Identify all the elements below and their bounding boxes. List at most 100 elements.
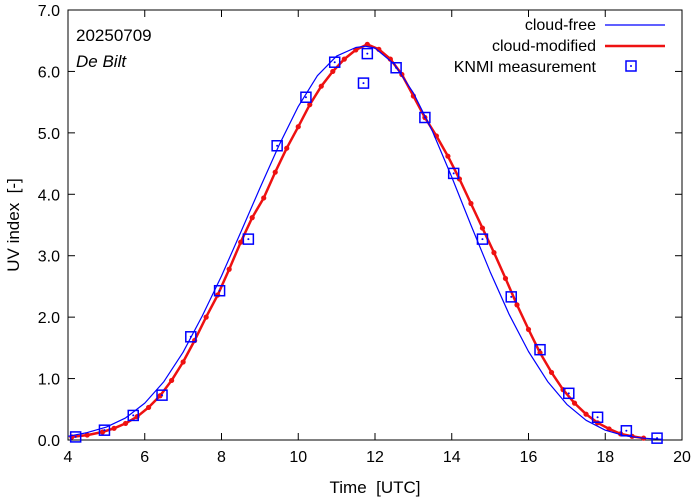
cloud-modified-point (502, 275, 509, 282)
knmi-measurement-marker (563, 387, 575, 400)
knmi-measurement-dot (423, 116, 426, 119)
x-tick-label: 6 (140, 449, 149, 466)
knmi-measurement-marker (476, 233, 489, 245)
knmi-measurement-marker (620, 425, 633, 437)
y-tick-label: 1.0 (38, 372, 60, 389)
knmi-measurement-dot (304, 96, 307, 99)
series-layer (67, 41, 663, 444)
y-tick-labels: 0.0 1.0 2.0 3.0 4.0 5.0 6.0 7.0 (38, 3, 60, 450)
knmi-measurement-dot (103, 429, 106, 432)
cloud-modified-point (238, 239, 244, 245)
cloud-modified-point (169, 377, 175, 384)
legend-marker-knmi-measurement (625, 60, 637, 72)
y-tick-label: 7.0 (38, 3, 60, 20)
cloud-modified-point (295, 124, 301, 130)
knmi-measurement-dot (189, 335, 192, 338)
cloud-modified-point (226, 266, 232, 272)
knmi-measurement-dot (247, 238, 250, 241)
cloud-modified-point (491, 250, 497, 256)
knmi-measurement-dot (276, 144, 279, 147)
knmi-measurement-marker (505, 291, 517, 303)
cloud-modified-point (145, 404, 152, 411)
knmi-measurement-marker (127, 409, 139, 422)
knmi-measurement-marker (361, 47, 374, 60)
legend-marker-dot (630, 65, 632, 67)
knmi-measurement-marker (300, 91, 312, 103)
legend-label-knmi-measurement: KNMI measurement (454, 59, 597, 76)
y-tick-label: 5.0 (38, 126, 60, 143)
knmi-measurement-dot (161, 394, 164, 397)
cloud-modified-point (606, 426, 612, 432)
knmi-measurement-marker (213, 284, 226, 297)
knmi-measurement-marker (390, 61, 402, 74)
y-tick-label: 3.0 (38, 249, 60, 266)
knmi-measurement-dot (333, 61, 336, 64)
knmi-measurement-marker (328, 56, 341, 68)
knmi-measurement-dot (395, 66, 398, 69)
knmi-measurement-dot (567, 392, 570, 395)
cloud-modified-point (249, 215, 255, 221)
knmi-measurement-dot (481, 238, 484, 241)
x-tick-label: 10 (289, 449, 307, 466)
cloud-modified-point (341, 56, 347, 62)
knmi-measurement-dot (362, 82, 365, 85)
knmi-measurement-marker (447, 167, 460, 180)
cloud-modified-point (261, 195, 267, 201)
knmi-measurement-dot (625, 429, 628, 432)
x-tick-label: 14 (443, 449, 461, 466)
date-label: 20250709 (76, 26, 152, 45)
cloud-modified-point (514, 302, 520, 308)
axis-ticks (67, 9, 683, 441)
location-label: De Bilt (76, 52, 127, 71)
cloud-modified-point (445, 153, 451, 159)
knmi-measurement-marker (534, 343, 546, 356)
cloud-modified-point (272, 169, 278, 175)
x-tick-label: 8 (217, 449, 226, 466)
y-tick-label: 2.0 (38, 310, 60, 327)
knmi-measurement-dot (218, 289, 221, 292)
legend-label-cloud-modified: cloud-modified (492, 38, 596, 55)
cloud-modified-point (364, 41, 370, 48)
cloud-modified-point (583, 411, 589, 417)
knmi-measurement-marker (357, 77, 370, 89)
legend-label-cloud-free: cloud-free (525, 17, 596, 34)
knmi-measurement-marker (98, 424, 111, 436)
cloud-modified-point (468, 200, 474, 207)
cloud-modified-point (548, 369, 555, 376)
x-axis-title: Time [UTC] (330, 478, 421, 497)
cloud-modified-point (330, 68, 336, 75)
knmi-measurement-marker (651, 432, 663, 444)
cloud-modified-point (111, 425, 117, 431)
y-tick-label: 0.0 (38, 433, 60, 450)
x-tick-label: 4 (64, 449, 73, 466)
cloud-modified-point (122, 420, 129, 427)
knmi-measurement-dot (132, 414, 135, 417)
knmi-measurement-dot (452, 172, 455, 175)
legend: cloud-free cloud-modified KNMI measureme… (454, 17, 665, 76)
cloud-modified-point (307, 102, 313, 108)
knmi-measurement-marker (156, 389, 168, 401)
y-tick-label: 6.0 (38, 64, 60, 81)
y-tick-label: 4.0 (38, 187, 60, 204)
cloud-modified-point (180, 359, 186, 365)
x-tick-labels: 4 6 8 10 12 14 16 18 20 (64, 449, 691, 466)
x-tick-label: 12 (366, 449, 384, 466)
knmi-measurement-marker (419, 111, 431, 124)
cloud-modified-point (284, 145, 290, 151)
knmi-measurement-marker (242, 233, 255, 245)
x-tick-label: 16 (520, 449, 538, 466)
x-tick-label: 18 (596, 449, 614, 466)
cloud-modified-point (318, 83, 324, 89)
cloud-modified-point (479, 225, 486, 231)
knmi-measurement-dot (596, 416, 599, 419)
knmi-measurement-dot (656, 437, 659, 440)
y-axis-title: UV index [-] (4, 178, 23, 272)
series-line-cloud-modified (71, 43, 644, 440)
knmi-measurement-dot (539, 348, 542, 351)
knmi-measurement-dot (366, 52, 369, 55)
knmi-measurement-marker (69, 431, 82, 443)
cloud-modified-point (84, 432, 90, 438)
knmi-measurement-marker (591, 411, 604, 424)
x-tick-label: 20 (673, 449, 691, 466)
